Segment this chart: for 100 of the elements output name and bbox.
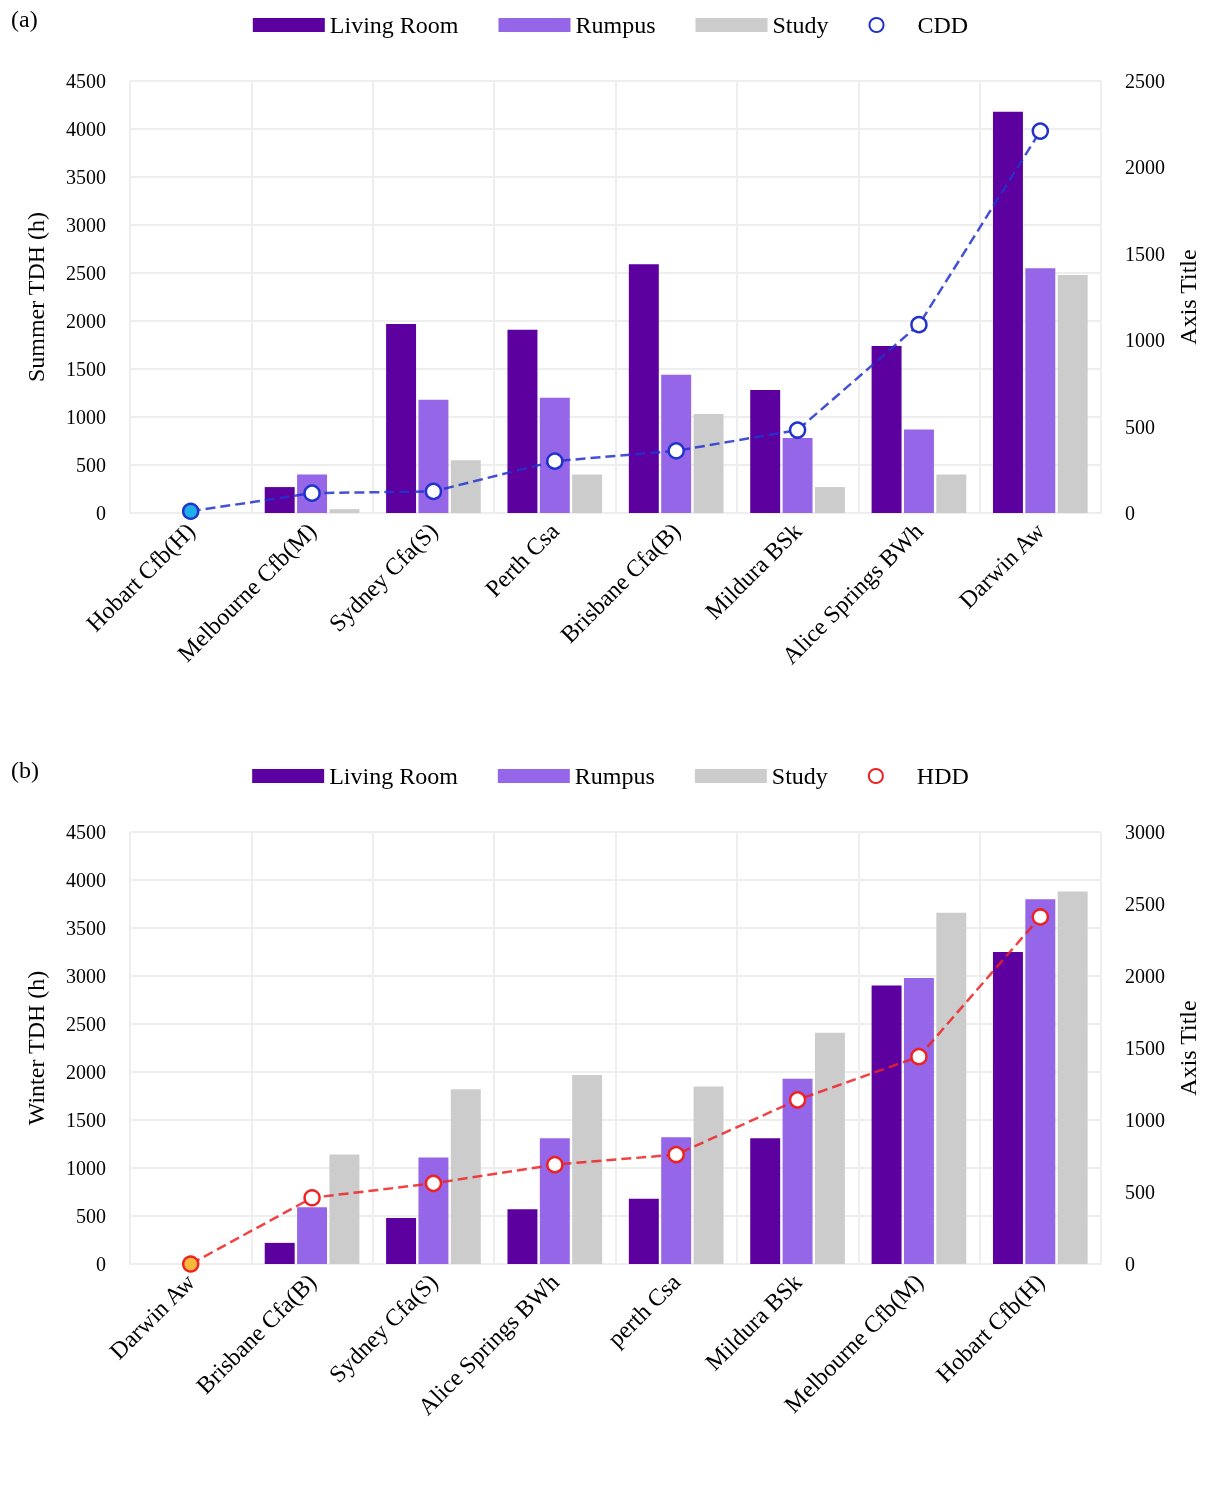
legend-label: Rumpus bbox=[575, 12, 656, 38]
y-tick-label: 1500 bbox=[66, 1109, 106, 1131]
point bbox=[546, 452, 564, 470]
legend-label: Study bbox=[771, 763, 828, 789]
y-tick-label: 0 bbox=[96, 502, 106, 524]
y-axis-title: Winter TDH (h) bbox=[23, 970, 49, 1126]
y2-tick-label: 2000 bbox=[1125, 156, 1165, 179]
point bbox=[303, 1189, 321, 1207]
bar bbox=[871, 345, 902, 513]
bar bbox=[418, 1157, 449, 1264]
legend-label: Living Room bbox=[329, 12, 459, 38]
bar bbox=[661, 374, 692, 513]
bar bbox=[814, 487, 845, 513]
bar bbox=[871, 985, 902, 1264]
point bbox=[424, 1174, 443, 1193]
y-tick-label: 0 bbox=[96, 1253, 106, 1275]
bar bbox=[572, 474, 603, 513]
bar bbox=[507, 1209, 538, 1264]
y2-tick-label: 1000 bbox=[1125, 1109, 1165, 1131]
bar bbox=[814, 1032, 845, 1264]
y2-tick-label: 2500 bbox=[1125, 70, 1165, 92]
y-tick-label: 500 bbox=[76, 1205, 106, 1227]
y-tick-label: 2000 bbox=[66, 1061, 106, 1083]
bar bbox=[936, 474, 967, 513]
bar bbox=[992, 111, 1023, 513]
y-tick-label: 2500 bbox=[66, 1013, 106, 1035]
point bbox=[1031, 908, 1050, 926]
legend-label: Study bbox=[772, 12, 829, 38]
y-tick-label: 2000 bbox=[66, 310, 106, 332]
y-tick-label: 4000 bbox=[66, 869, 106, 891]
y-axis-title: Summer TDH (h) bbox=[23, 211, 49, 383]
bar bbox=[992, 952, 1023, 1264]
bar bbox=[1025, 268, 1056, 513]
y-tick-label: 1000 bbox=[66, 406, 106, 428]
y2-tick-label: 1000 bbox=[1125, 329, 1165, 352]
bar bbox=[264, 1242, 295, 1264]
bar bbox=[782, 438, 813, 513]
y2-tick-label: 0 bbox=[1125, 1253, 1135, 1275]
bar bbox=[903, 977, 934, 1264]
bar bbox=[750, 390, 781, 513]
point bbox=[1031, 122, 1050, 140]
bar bbox=[903, 429, 934, 513]
bar bbox=[329, 509, 360, 513]
point bbox=[546, 1155, 564, 1174]
y2-tick-label: 1500 bbox=[1125, 1037, 1165, 1059]
bar bbox=[693, 414, 724, 513]
y2-tick-label: 2500 bbox=[1125, 893, 1165, 915]
bar bbox=[572, 1074, 603, 1264]
legend-label: Rumpus bbox=[574, 763, 655, 789]
bar bbox=[507, 329, 538, 513]
point bbox=[424, 482, 443, 501]
bar bbox=[936, 912, 967, 1264]
y2-tick-label: 0 bbox=[1125, 502, 1135, 524]
legend-label: CDD bbox=[917, 12, 969, 38]
chart-title: (a) bbox=[11, 6, 38, 32]
bar bbox=[782, 1078, 813, 1264]
y-tick-label: 4500 bbox=[66, 821, 106, 843]
legend-label: HDD bbox=[916, 763, 969, 789]
bar bbox=[329, 1154, 360, 1264]
y-tick-label: 1000 bbox=[66, 1157, 106, 1179]
bar bbox=[693, 1086, 724, 1264]
y2-tick-label: 500 bbox=[1125, 415, 1155, 438]
legend-label: Living Room bbox=[329, 763, 459, 789]
y-tick-label: 1500 bbox=[66, 358, 106, 380]
y2-axis-title: Axis Title bbox=[1174, 1000, 1201, 1096]
y-tick-label: 3000 bbox=[66, 214, 106, 236]
y-tick-label: 3500 bbox=[66, 166, 106, 188]
bar bbox=[1057, 891, 1088, 1264]
bar bbox=[750, 1138, 781, 1264]
y-tick-label: 3500 bbox=[66, 917, 106, 939]
point bbox=[667, 442, 685, 460]
point bbox=[910, 1047, 928, 1066]
bar bbox=[661, 1137, 692, 1264]
y2-tick-label: 3000 bbox=[1125, 821, 1165, 843]
bar bbox=[264, 487, 295, 513]
bar bbox=[450, 460, 481, 513]
point bbox=[788, 421, 807, 439]
bar bbox=[628, 264, 659, 513]
point bbox=[181, 502, 200, 521]
bar bbox=[450, 1089, 481, 1264]
y-tick-label: 2500 bbox=[66, 262, 106, 284]
point bbox=[667, 1145, 685, 1164]
bar bbox=[386, 1217, 417, 1264]
bar bbox=[418, 399, 449, 513]
y-tick-label: 4500 bbox=[66, 70, 106, 92]
y2-tick-label: 500 bbox=[1125, 1181, 1155, 1203]
bar bbox=[539, 397, 570, 513]
y-tick-label: 4000 bbox=[66, 118, 106, 140]
y2-tick-label: 1500 bbox=[1125, 242, 1165, 265]
bar bbox=[539, 1138, 570, 1264]
bar bbox=[628, 1198, 659, 1264]
y2-tick-label: 2000 bbox=[1125, 965, 1165, 987]
point bbox=[910, 315, 928, 334]
bar bbox=[1057, 274, 1088, 513]
y-tick-label: 500 bbox=[76, 454, 106, 476]
point bbox=[788, 1091, 807, 1109]
chart-title: (b) bbox=[11, 757, 39, 783]
y-tick-label: 3000 bbox=[66, 965, 106, 987]
bar bbox=[1025, 899, 1056, 1264]
y2-axis-title: Axis Title bbox=[1174, 249, 1201, 345]
